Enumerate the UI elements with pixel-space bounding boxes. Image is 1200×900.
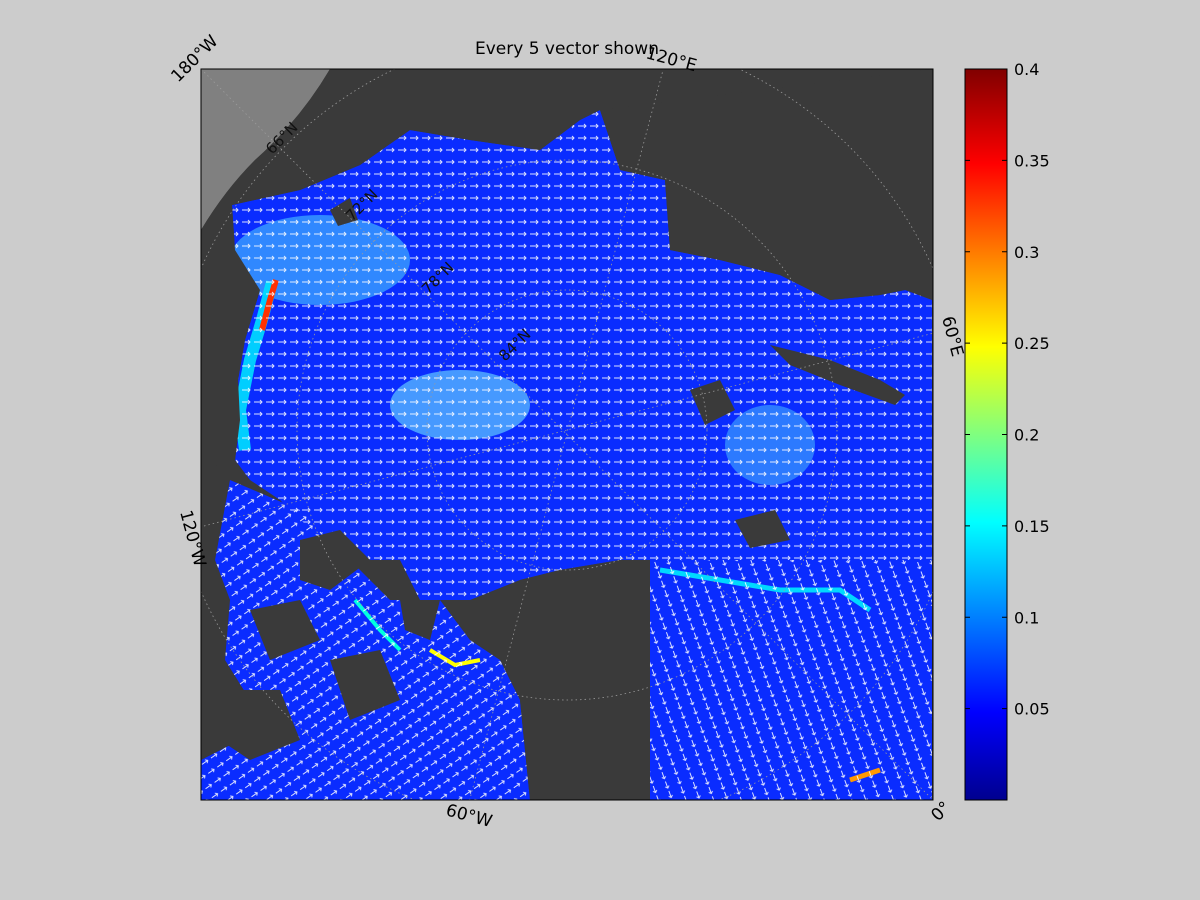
land xyxy=(201,69,933,800)
outside-domain xyxy=(201,69,330,230)
map-title: Every 5 vector shown xyxy=(475,39,659,59)
lon-label-0: 0° xyxy=(927,798,955,826)
island-d xyxy=(400,600,440,640)
island-b xyxy=(250,600,320,660)
vectors-south xyxy=(650,560,932,800)
island-a xyxy=(300,530,370,590)
colorbar-tick-label-5: 0.3 xyxy=(1014,243,1039,262)
colorbar-tick-label-2: 0.15 xyxy=(1014,517,1050,536)
colorbar-ramp xyxy=(964,68,1008,801)
colorbar-tick-label-1: 0.1 xyxy=(1014,608,1039,627)
graticule xyxy=(201,69,933,800)
colorbar: 0.05 0.1 0.15 0.2 0.25 0.3 0.35 0.4 xyxy=(964,60,1050,801)
colorbar-tick-label-6: 0.35 xyxy=(1014,151,1050,170)
colorbar-tick-label-0: 0.05 xyxy=(1014,700,1050,719)
colorbar-tick-label-7: 0.4 xyxy=(1014,60,1039,79)
colorbar-ticks: 0.05 0.1 0.15 0.2 0.25 0.3 0.35 0.4 xyxy=(965,60,1050,719)
colorbar-tick-label-3: 0.2 xyxy=(1014,426,1039,445)
island-e xyxy=(220,690,300,760)
island-c xyxy=(330,650,400,720)
alaska xyxy=(201,69,410,470)
north-siberia-top xyxy=(410,69,600,150)
colorbar-tick-label-4: 0.25 xyxy=(1014,334,1050,353)
map-frame xyxy=(200,68,934,801)
meridian-180-0 xyxy=(201,69,933,800)
svalbard xyxy=(690,380,735,425)
franz-josef-land xyxy=(735,510,790,548)
vectors-basin xyxy=(232,110,932,600)
lon-label-60w: 60°W xyxy=(444,801,495,833)
lat-circle-84 xyxy=(426,289,708,571)
novaya-zemlya xyxy=(770,345,905,405)
greenland xyxy=(510,560,650,800)
lat-circle-78 xyxy=(296,159,838,701)
siberia-coast xyxy=(600,69,933,300)
map-panel: 66°N 72°N 78°N 84°N xyxy=(201,69,933,800)
lon-label-60e: 60°E xyxy=(937,314,967,359)
